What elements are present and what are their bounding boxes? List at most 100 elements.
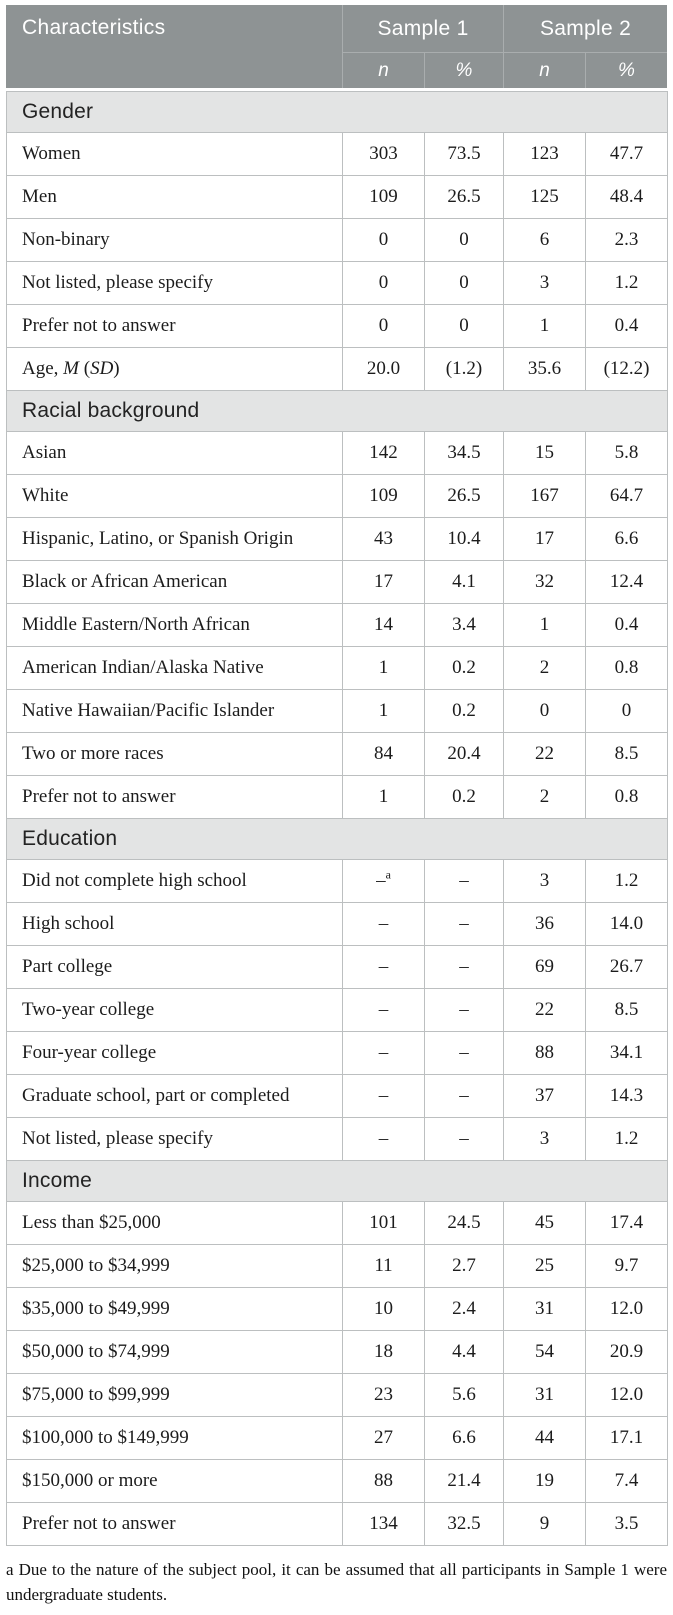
row-label: Did not complete high school bbox=[6, 859, 343, 903]
table-row: $50,000 to $74,999 18 4.4 54 20.9 bbox=[6, 1330, 669, 1374]
table-row: $150,000 or more 88 21.4 19 7.4 bbox=[6, 1459, 669, 1503]
table-row: Not listed, please specify – –3 1.2 bbox=[6, 1117, 669, 1161]
sample1-group-header: Sample 1 bbox=[342, 5, 503, 53]
row-label: Two or more races bbox=[6, 732, 343, 776]
sample1-n-cell: 17 bbox=[342, 560, 425, 604]
section-row: Gender bbox=[5, 91, 669, 133]
sample2-n-cell: 2 bbox=[503, 646, 586, 690]
row-label: White bbox=[6, 474, 343, 518]
section-title: Racial background bbox=[5, 390, 669, 432]
sample1-pct-cell: – bbox=[424, 945, 504, 989]
sample1-pct-cell: 0 bbox=[424, 261, 504, 305]
table-row: $25,000 to $34,999 11 2.7 25 9.7 bbox=[6, 1244, 669, 1288]
sample1-n-cell: 20.0 bbox=[342, 347, 425, 391]
sample2-n-cell: 31 bbox=[503, 1373, 586, 1417]
sample2-n-cell: 3 bbox=[503, 1117, 586, 1161]
table-row: Four-year college – –88 34.1 bbox=[6, 1031, 669, 1075]
sample1-pct-cell: 21.4 bbox=[424, 1459, 504, 1503]
sample2-n-cell: 6 bbox=[503, 218, 586, 262]
sample2-pct-cell: 6.6 bbox=[584, 517, 669, 561]
sample1-n-cell: – bbox=[342, 1031, 425, 1075]
sample2-pct-cell: 47.7 bbox=[584, 132, 669, 176]
sample2-pct-header: % bbox=[585, 53, 667, 88]
table-row: Black or African American 17 4.1 32 12.4 bbox=[6, 560, 669, 604]
sample2-n-cell: 31 bbox=[503, 1287, 586, 1331]
sample2-pct-cell: 12.0 bbox=[584, 1287, 669, 1331]
table-row: Non-binary 0 0 6 2.3 bbox=[6, 218, 669, 262]
sample1-pct-cell: 32.5 bbox=[424, 1502, 504, 1546]
row-label: Prefer not to answer bbox=[6, 1502, 343, 1546]
table-row: Prefer not to answer 0 0 1 0.4 bbox=[6, 304, 669, 348]
sample1-n-cell: –a bbox=[342, 859, 425, 903]
table-row: Prefer not to answer 1 0.2 2 0.8 bbox=[6, 775, 669, 819]
sample2-n-cell: 37 bbox=[503, 1074, 586, 1118]
row-label: Black or African American bbox=[6, 560, 343, 604]
sample1-pct-cell: 4.1 bbox=[424, 560, 504, 604]
sample1-n-cell: 134 bbox=[342, 1502, 425, 1546]
sample1-pct-cell: – bbox=[424, 988, 504, 1032]
sample1-n-cell: 142 bbox=[342, 431, 425, 475]
row-label: Graduate school, part or completed bbox=[6, 1074, 343, 1118]
section-row: Racial background bbox=[5, 390, 669, 432]
demographics-table: Gender Women 303 73.5 123 47.7 Men 109 26.5 125 48… bbox=[5, 91, 669, 1546]
row-label: Four-year college bbox=[6, 1031, 343, 1075]
row-label: $35,000 to $49,999 bbox=[6, 1287, 343, 1331]
sample1-n-cell: 109 bbox=[342, 175, 425, 219]
sample2-pct-cell: 17.1 bbox=[584, 1416, 669, 1460]
row-label: Non-binary bbox=[6, 218, 343, 262]
table-row: American Indian/Alaska Native 1 0.2 2 0.8 bbox=[6, 646, 669, 690]
sample2-pct-cell: 0.4 bbox=[584, 603, 669, 647]
sample1-pct-cell: – bbox=[424, 902, 504, 946]
table-row: Hispanic, Latino, or Spanish Origin 43 10.… bbox=[6, 517, 669, 561]
table-row: $35,000 to $49,999 10 2.4 31 12.0 bbox=[6, 1287, 669, 1331]
sample2-group-header: Sample 2 bbox=[503, 5, 667, 53]
table-row: Age, M (SD) 20.0 (1.2) 35.6 (12.2) bbox=[6, 347, 669, 391]
table-row: Graduate school, part or completed – –37 14… bbox=[6, 1074, 669, 1118]
sample2-pct-cell: 14.3 bbox=[584, 1074, 669, 1118]
table-body: Gender Women 303 73.5 123 47.7 Men 109 26.5 125 48… bbox=[5, 91, 669, 1546]
sample1-pct-cell: 26.5 bbox=[424, 474, 504, 518]
row-label: $75,000 to $99,999 bbox=[6, 1373, 343, 1417]
section-title: Education bbox=[5, 818, 669, 860]
sample1-pct-cell: – bbox=[424, 859, 504, 903]
sample2-n-cell: 123 bbox=[503, 132, 586, 176]
sample1-n-cell: – bbox=[342, 945, 425, 989]
table-row: White 109 26.5 167 64.7 bbox=[6, 474, 669, 518]
row-label: American Indian/Alaska Native bbox=[6, 646, 343, 690]
row-label: Hispanic, Latino, or Spanish Origin bbox=[6, 517, 343, 561]
table-row: Less than $25,000 101 24.5 45 17.4 bbox=[6, 1201, 669, 1245]
sample1-n-cell: 14 bbox=[342, 603, 425, 647]
sample1-pct-cell: 4.4 bbox=[424, 1330, 504, 1374]
sample2-pct-cell: 0.8 bbox=[584, 646, 669, 690]
row-label: Women bbox=[6, 132, 343, 176]
sample1-pct-cell: 2.4 bbox=[424, 1287, 504, 1331]
sample2-n-cell: 44 bbox=[503, 1416, 586, 1460]
row-label: Not listed, please specify bbox=[6, 261, 343, 305]
sample1-n-cell: 43 bbox=[342, 517, 425, 561]
sample1-n-cell: 88 bbox=[342, 1459, 425, 1503]
section-title: Income bbox=[5, 1160, 669, 1202]
row-label: $50,000 to $74,999 bbox=[6, 1330, 343, 1374]
sample1-n-cell: – bbox=[342, 902, 425, 946]
sample2-n-cell: 3 bbox=[503, 859, 586, 903]
table-row: Not listed, please specify 0 0 3 1.2 bbox=[6, 261, 669, 305]
sample1-pct-cell: 5.6 bbox=[424, 1373, 504, 1417]
sample1-n-cell: 84 bbox=[342, 732, 425, 776]
sample2-pct-cell: 0.8 bbox=[584, 775, 669, 819]
table-row: $100,000 to $149,999 27 6.6 44 17.1 bbox=[6, 1416, 669, 1460]
sample2-n-cell: 3 bbox=[503, 261, 586, 305]
row-label: Native Hawaiian/Pacific Islander bbox=[6, 689, 343, 733]
sample2-pct-cell: 17.4 bbox=[584, 1201, 669, 1245]
sample1-pct-cell: 24.5 bbox=[424, 1201, 504, 1245]
sample2-n-cell: 25 bbox=[503, 1244, 586, 1288]
sample1-n-cell: – bbox=[342, 1074, 425, 1118]
sample2-n-header: n bbox=[503, 53, 585, 88]
row-label: Less than $25,000 bbox=[6, 1201, 343, 1245]
sample1-pct-cell: 26.5 bbox=[424, 175, 504, 219]
row-label: Prefer not to answer bbox=[6, 775, 343, 819]
sample2-pct-cell: 2.3 bbox=[584, 218, 669, 262]
table-row: Asian 142 34.5 15 5.8 bbox=[6, 431, 669, 475]
characteristics-header: Characteristics bbox=[22, 16, 166, 39]
sample2-pct-cell: 8.5 bbox=[584, 988, 669, 1032]
